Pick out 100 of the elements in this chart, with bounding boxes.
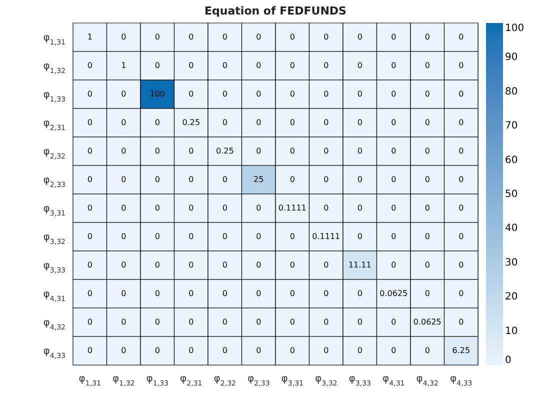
- data-label: 0: [290, 89, 295, 98]
- color-bar-label: 60: [505, 154, 518, 166]
- data-label: 0: [87, 288, 92, 298]
- data-label: 0: [188, 146, 194, 156]
- data-label: 25: [254, 174, 264, 184]
- data-label: 0: [256, 232, 262, 241]
- data-label: 0: [87, 232, 92, 241]
- data-label: 0: [290, 60, 295, 70]
- x-tick-label: φ$_{4,32}$: [416, 374, 438, 388]
- data-label: 0: [256, 60, 262, 70]
- data-label: 0: [256, 89, 262, 98]
- color-bar-label: 100: [505, 23, 524, 34]
- data-label: 0: [324, 346, 329, 355]
- chart-title: Equation of FEDFUNDS: [204, 4, 347, 18]
- data-label: 0: [324, 203, 329, 212]
- data-label: 0.25: [216, 146, 234, 156]
- data-label: 0: [121, 346, 126, 355]
- y-tick-label: φ$_{2,31}$: [43, 118, 66, 132]
- data-label: 0: [324, 146, 329, 156]
- data-label: 0: [424, 203, 430, 212]
- color-bar-label: 80: [505, 86, 518, 98]
- data-label: 0: [87, 89, 92, 98]
- y-tick-label: φ$_{1,32}$: [43, 60, 66, 75]
- data-label: 0: [324, 89, 329, 98]
- data-label: 0: [324, 32, 329, 42]
- data-label: 0.0625: [413, 317, 442, 326]
- data-label: 0.25: [182, 118, 200, 127]
- data-label: 0: [87, 60, 92, 70]
- data-label: 0: [290, 232, 295, 241]
- data-label: 0: [222, 32, 228, 42]
- data-label: 0: [188, 317, 194, 326]
- data-label: 0: [357, 32, 362, 42]
- data-label: 0: [290, 317, 295, 326]
- y-tick-label: φ$_{2,32}$: [43, 146, 66, 160]
- data-label: 0: [222, 346, 228, 355]
- data-label: 0: [424, 346, 430, 355]
- data-label: 0: [424, 32, 430, 42]
- data-label: 0: [324, 288, 329, 298]
- y-tick-label: φ$_{4,33}$: [43, 346, 66, 360]
- data-label: 0: [121, 146, 126, 156]
- data-label: 0: [188, 346, 194, 355]
- color-bar-label: 50: [505, 189, 518, 200]
- data-label: 0: [222, 260, 228, 270]
- data-label: 0: [391, 203, 396, 212]
- x-tick-label: φ$_{2,33}$: [248, 374, 270, 388]
- data-label: 0: [87, 346, 92, 355]
- data-label: 0: [357, 232, 362, 241]
- data-label: 0: [121, 32, 126, 42]
- data-label: 0: [256, 346, 262, 355]
- y-tick-label: φ$_{1,33}$: [43, 89, 66, 104]
- data-label: 0: [324, 260, 329, 270]
- x-tick-label: φ$_{3,32}$: [315, 374, 338, 388]
- data-label: 0: [458, 32, 464, 42]
- data-label: 0: [256, 260, 262, 270]
- data-label: 0.1111: [278, 203, 306, 212]
- data-label: 0: [424, 146, 430, 156]
- data-label: 0.1111: [312, 232, 340, 241]
- data-label: 0: [256, 317, 262, 326]
- data-label: 0: [154, 317, 160, 326]
- data-label: 0: [256, 118, 262, 127]
- data-label: 0: [424, 260, 430, 270]
- data-label: 0: [222, 232, 228, 241]
- y-tick-label: φ$_{3,31}$: [43, 203, 66, 218]
- y-tick-label: φ$_{2,33}$: [43, 174, 66, 189]
- data-label: 0: [324, 174, 329, 184]
- data-label: 100: [150, 89, 166, 98]
- data-label: 0: [87, 118, 92, 127]
- data-label: 0: [222, 89, 228, 98]
- data-label: 0: [424, 288, 430, 298]
- y-tick-label: φ$_{4,31}$: [43, 288, 66, 303]
- data-label: 0: [357, 174, 362, 184]
- x-tick-label: φ$_{4,31}$: [382, 374, 405, 388]
- data-label: 0: [458, 146, 464, 156]
- data-label: 0: [357, 146, 362, 156]
- data-label: 0: [357, 317, 362, 326]
- data-label: 0: [424, 174, 430, 184]
- data-label: 0: [154, 288, 160, 298]
- y-tick-label: φ$_{1,31}$: [43, 32, 66, 46]
- data-label: 0: [424, 118, 430, 127]
- x-tick-label: φ$_{3,33}$: [348, 374, 371, 388]
- data-label: 1: [87, 32, 92, 42]
- data-label: 0: [121, 174, 126, 184]
- data-label: 0: [188, 232, 194, 241]
- data-label: 0: [222, 174, 228, 184]
- x-tick-label: φ$_{3,31}$: [281, 374, 304, 388]
- y-tick-label: φ$_{4,32}$: [43, 317, 66, 332]
- color-bar-label: 70: [505, 120, 518, 132]
- data-label: 0: [87, 260, 92, 270]
- data-label: 0: [188, 60, 194, 70]
- data-label: 1: [121, 60, 126, 70]
- data-label: 0: [424, 232, 430, 241]
- color-bar-label: 20: [505, 292, 518, 303]
- data-label: 0: [121, 232, 126, 241]
- data-label: 0: [154, 32, 160, 42]
- data-label: 0: [357, 89, 362, 98]
- data-label: 0: [188, 32, 194, 42]
- y-tick-label: φ$_{3,33}$: [43, 260, 66, 274]
- data-label: 0: [121, 317, 126, 326]
- data-label: 0: [256, 32, 262, 42]
- data-label: 0: [154, 232, 160, 241]
